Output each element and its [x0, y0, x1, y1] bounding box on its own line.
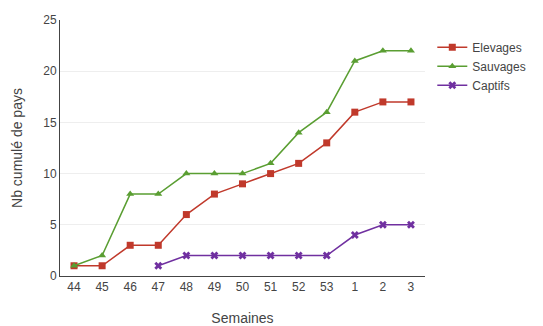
svg-text:10: 10	[43, 167, 57, 181]
svg-text:Nb cumulé de pays: Nb cumulé de pays	[9, 88, 25, 208]
svg-text:44: 44	[67, 280, 81, 294]
svg-text:15: 15	[43, 116, 57, 130]
svg-text:3: 3	[408, 280, 415, 294]
svg-text:53: 53	[320, 280, 334, 294]
svg-text:47: 47	[152, 280, 166, 294]
svg-text:48: 48	[180, 280, 194, 294]
svg-text:Captifs: Captifs	[472, 79, 509, 93]
svg-text:45: 45	[95, 280, 109, 294]
svg-text:0: 0	[50, 269, 57, 283]
svg-text:Elevages: Elevages	[472, 41, 521, 55]
svg-text:25: 25	[43, 13, 57, 27]
svg-text:2: 2	[380, 280, 387, 294]
svg-text:Sauvages: Sauvages	[472, 60, 525, 74]
svg-text:50: 50	[236, 280, 250, 294]
svg-text:51: 51	[264, 280, 278, 294]
svg-text:46: 46	[124, 280, 138, 294]
svg-text:49: 49	[208, 280, 222, 294]
svg-text:5: 5	[50, 218, 57, 232]
svg-text:Semaines: Semaines	[211, 310, 273, 326]
svg-text:52: 52	[292, 280, 306, 294]
svg-text:1: 1	[351, 280, 358, 294]
svg-text:20: 20	[43, 64, 57, 78]
